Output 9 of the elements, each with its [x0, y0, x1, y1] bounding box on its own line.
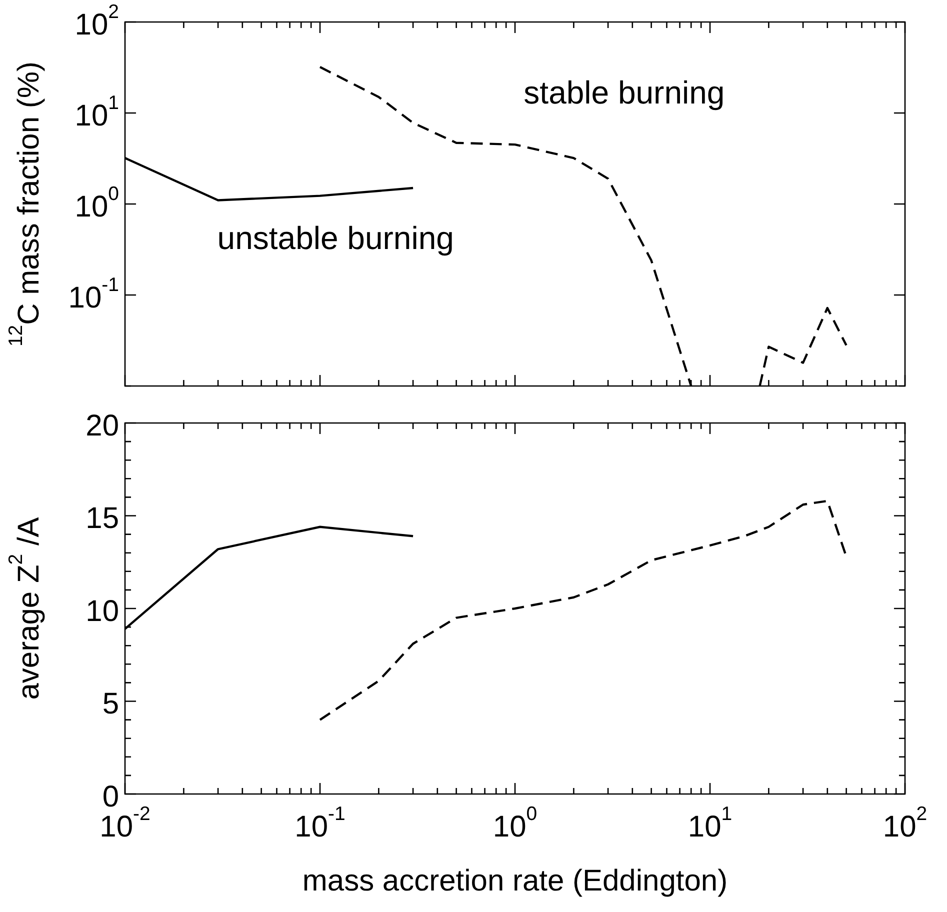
y-axis-title: 12C mass fraction (%)	[4, 61, 46, 347]
y-tick-label: 20	[86, 409, 120, 442]
y-tick-label: 5	[102, 688, 120, 721]
x-axis-title: mass accretion rate (Eddington)	[302, 864, 728, 898]
annotation: unstable burning	[217, 220, 454, 256]
y-tick-label: 15	[86, 502, 120, 536]
annotation: stable burning	[524, 74, 725, 111]
y-tick-label: 10	[86, 594, 120, 628]
y-axis-title: average Z2 /A	[4, 517, 46, 700]
